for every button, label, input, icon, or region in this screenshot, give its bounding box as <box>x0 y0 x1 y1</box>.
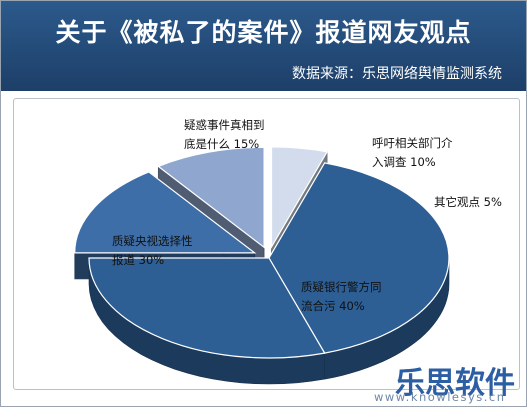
svg-text:呼吁相关部门介入调查 10%: 呼吁相关部门介入调查 10% <box>372 136 453 169</box>
data-label-3: 呼吁相关部门介入调查 10% <box>372 136 453 169</box>
pie-slice-3 <box>157 146 265 249</box>
pie-slice-2 <box>74 171 257 254</box>
data-source-note: 数据来源：乐思网络舆情监测系统 <box>292 66 502 82</box>
watermark-url: www.knowlesys.cn <box>374 390 506 404</box>
pie-slice-1 <box>88 257 326 359</box>
pie-labels: 质疑银行警方同流合污 40% 质疑央视选择性报道 30% 疑惑事件真相到底是什么 1… <box>112 118 502 313</box>
svg-text:质疑银行警方同流合污 40%: 质疑银行警方同流合污 40% <box>301 280 382 313</box>
data-label-0: 质疑银行警方同流合污 40% <box>301 280 382 313</box>
data-label-4: 其它观点 5% <box>434 195 502 209</box>
chart-title: 关于《被私了的案件》报道网友观点 <box>55 18 472 47</box>
data-label-1: 质疑央视选择性报道 30% <box>112 234 193 267</box>
pie-tops <box>74 146 450 359</box>
data-label-2: 疑惑事件真相到底是什么 15% <box>184 118 265 151</box>
chart-header: 关于《被私了的案件》报道网友观点 数据来源：乐思网络舆情监测系统 <box>1 1 526 91</box>
pie-slice-4 <box>270 146 329 250</box>
pie-slice-0 <box>268 162 450 354</box>
svg-text:其它观点 5%: 其它观点 5% <box>434 195 502 209</box>
watermark-brand: 乐思软件 <box>395 366 515 401</box>
svg-text:疑惑事件真相到底是什么 15%: 疑惑事件真相到底是什么 15% <box>184 118 265 151</box>
svg-text:质疑央视选择性报道 30%: 质疑央视选择性报道 30% <box>112 234 193 267</box>
